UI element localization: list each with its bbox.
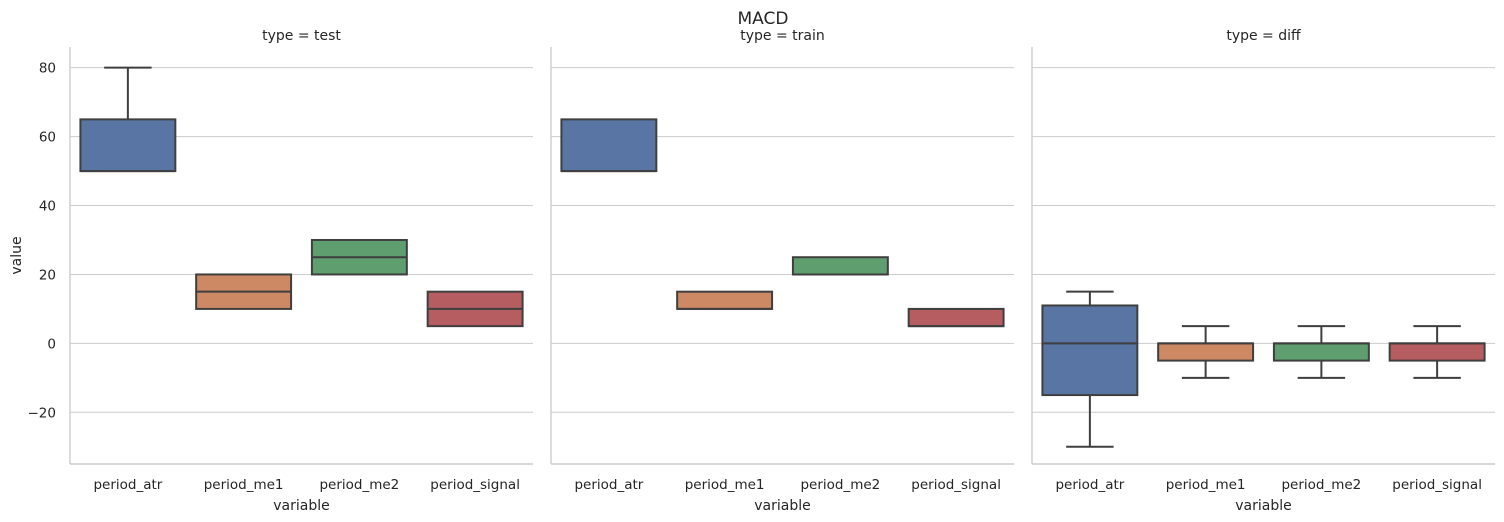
x-tick-label: period_signal	[911, 477, 1001, 493]
x-axis-label: variable	[754, 498, 810, 514]
y-tick-label: 20	[39, 267, 56, 283]
box-period_signal	[1388, 325, 1486, 379]
box-period_me2	[310, 238, 408, 276]
x-tick-label: period_me2	[319, 477, 399, 493]
x-tick-label: period_me2	[1281, 477, 1361, 493]
panel-0: type = test −20 0 20 40 60 80 value period_atr pe…	[9, 28, 533, 514]
box-period_signal	[426, 290, 524, 328]
x-tick-label: period_me1	[1166, 477, 1246, 493]
panel-title: type = train	[740, 28, 825, 44]
y-axis-label: value	[9, 236, 25, 274]
box-period_me2	[791, 256, 889, 276]
y-tick-label: −20	[28, 405, 57, 421]
box-period_atr	[79, 66, 177, 173]
box-iqr	[79, 118, 177, 173]
x-tick-label: period_atr	[93, 477, 162, 493]
x-tick-label: period_atr	[574, 477, 643, 493]
box-period_me1	[195, 273, 293, 310]
box-iqr	[791, 256, 889, 276]
panel-title: type = test	[262, 28, 341, 44]
box-period_signal	[907, 307, 1005, 328]
x-tick-label: period_atr	[1055, 477, 1124, 493]
figure-title: MACD	[738, 9, 789, 29]
x-axis-label: variable	[273, 498, 329, 514]
box-iqr	[676, 290, 774, 310]
y-tick-label: 60	[39, 130, 56, 146]
x-tick-label: period_signal	[1392, 477, 1482, 493]
x-tick-label: period_me2	[800, 477, 880, 493]
box-period_me2	[1272, 325, 1370, 379]
box-period_atr	[1041, 290, 1139, 448]
panel-2: type = diff period_atr period_me1 period_me…	[1031, 28, 1495, 514]
box-iqr	[1388, 342, 1486, 362]
y-tick-label: 80	[39, 61, 56, 77]
panels: type = test −20 0 20 40 60 80 value period_atr pe…	[9, 28, 1495, 514]
y-tick-label: 40	[39, 199, 56, 215]
x-tick-label: period_me1	[204, 477, 284, 493]
box-iqr	[560, 118, 658, 173]
x-tick-label: period_me1	[685, 477, 765, 493]
box-period_me1	[1157, 325, 1255, 379]
box-iqr	[1157, 342, 1255, 362]
x-tick-label: period_signal	[430, 477, 520, 493]
box-iqr	[1041, 304, 1139, 397]
box-period_me1	[676, 290, 774, 310]
y-tick-label: 0	[47, 336, 56, 352]
panel-1: type = train period_atr period_me1 period_m…	[550, 28, 1014, 514]
panel-title: type = diff	[1226, 28, 1301, 44]
box-iqr	[1272, 342, 1370, 362]
box-period_atr	[560, 118, 658, 173]
box-iqr	[907, 307, 1005, 328]
x-axis-label: variable	[1235, 498, 1291, 514]
